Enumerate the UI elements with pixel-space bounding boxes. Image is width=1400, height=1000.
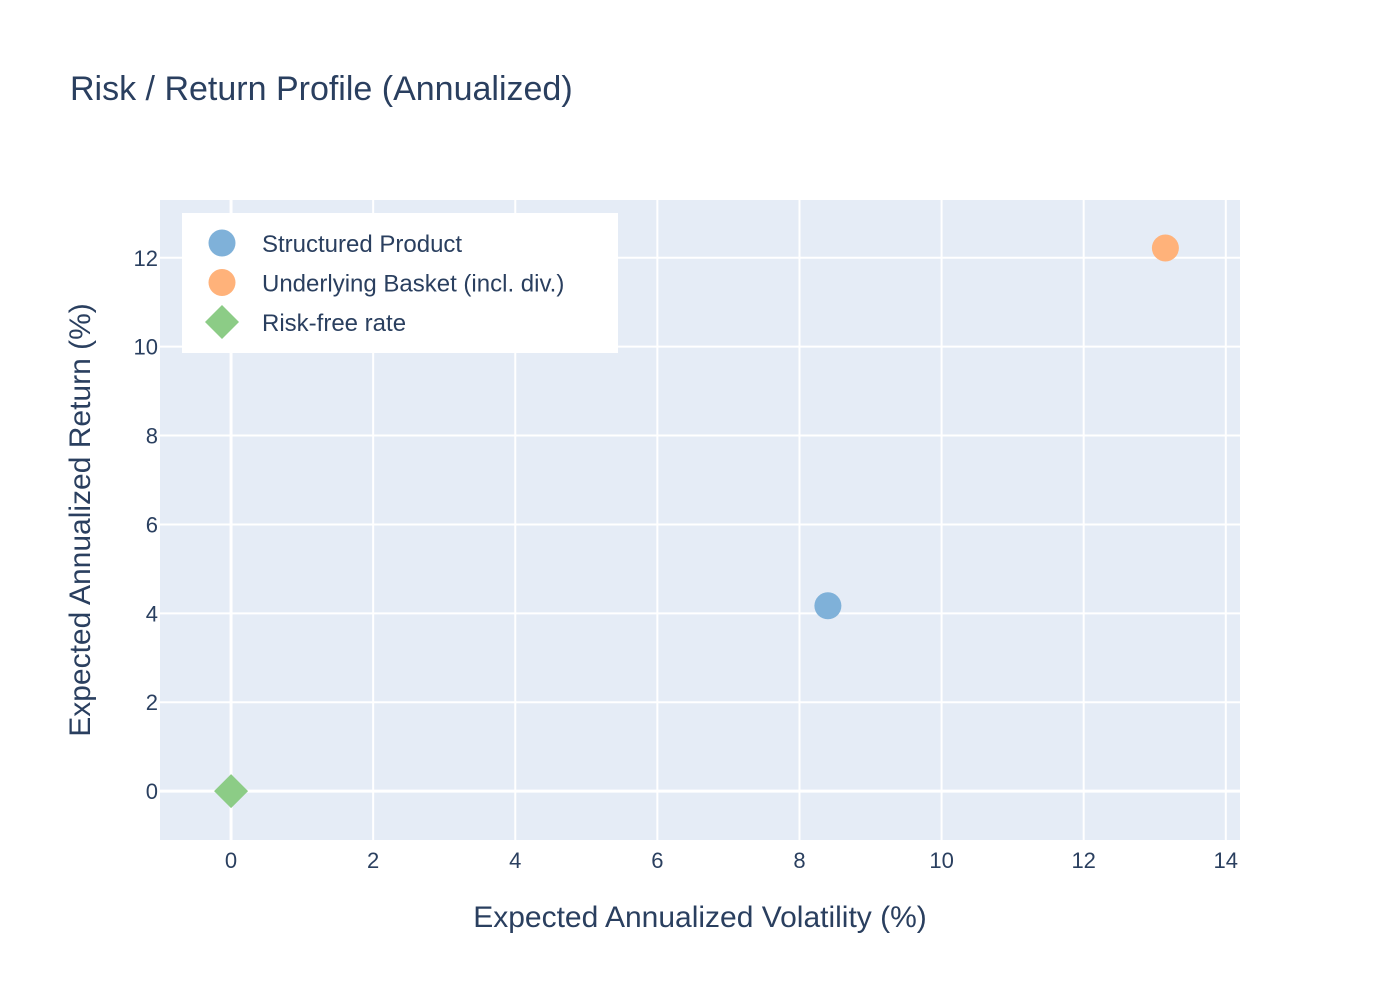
- legend-marker: [208, 229, 236, 257]
- x-tick-label: 2: [367, 848, 379, 873]
- y-axis-ticks: 0 2 4 6 8 10 12: [134, 246, 158, 804]
- y-tick-label: 0: [146, 779, 158, 804]
- x-tick-label: 8: [793, 848, 805, 873]
- legend-marker: [205, 305, 239, 339]
- y-tick-label: 12: [134, 246, 158, 271]
- data-point: [214, 774, 249, 809]
- legend-label: Structured Product: [262, 231, 462, 258]
- x-tick-label: 10: [929, 848, 953, 873]
- chart-title: Risk / Return Profile (Annualized): [70, 70, 573, 108]
- y-tick-label: 10: [134, 335, 158, 360]
- data-point: [814, 592, 842, 620]
- x-tick-label: 12: [1071, 848, 1095, 873]
- y-tick-label: 2: [146, 690, 158, 715]
- x-tick-label: 14: [1214, 848, 1238, 873]
- legend-label: Underlying Basket (incl. div.): [262, 271, 564, 298]
- data-point: [1151, 234, 1179, 262]
- legend-marker: [208, 269, 236, 296]
- x-tick-label: 0: [225, 848, 237, 873]
- x-axis-title: Expected Annualized Volatility (%): [473, 901, 927, 934]
- legend: Structured Product Underlying Basket (inc…: [182, 213, 618, 353]
- x-tick-label: 6: [651, 848, 663, 873]
- x-axis-ticks: 0 2 4 6 8 10 12 14: [225, 848, 1238, 873]
- y-axis-title: Expected Annualized Return (%): [64, 303, 97, 737]
- y-tick-label: 6: [146, 512, 158, 537]
- x-tick-label: 4: [509, 848, 521, 873]
- legend-label: Risk-free rate: [262, 310, 406, 337]
- y-tick-label: 4: [146, 601, 158, 626]
- y-tick-label: 8: [146, 424, 158, 449]
- legend-items: Structured Product Underlying Basket (inc…: [205, 229, 564, 339]
- legend-box: [182, 213, 618, 353]
- data-points: [214, 234, 1179, 809]
